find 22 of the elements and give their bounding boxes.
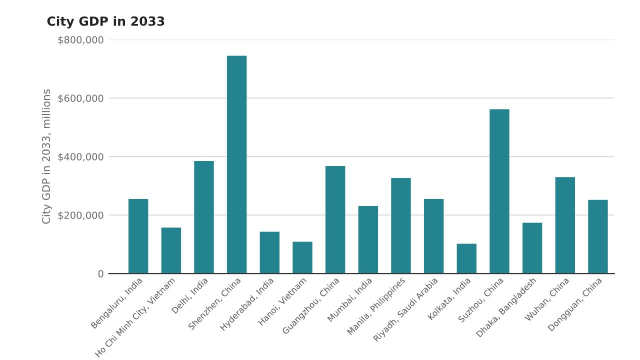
bar xyxy=(226,56,247,274)
y-tick-label: $200,000 xyxy=(58,211,104,220)
bar xyxy=(456,244,477,274)
bar xyxy=(490,109,510,274)
bar xyxy=(161,228,182,274)
y-tick-label: $600,000 xyxy=(58,94,104,104)
chart-title: City GDP in 2033 xyxy=(47,16,164,28)
y-tick-label: 0 xyxy=(98,270,104,278)
bar xyxy=(588,200,608,274)
bar xyxy=(128,199,148,274)
bar xyxy=(522,222,542,274)
bar xyxy=(292,242,312,274)
y-tick-label: $800,000 xyxy=(58,36,104,45)
bar xyxy=(325,166,346,274)
bar xyxy=(358,206,378,274)
bar xyxy=(555,177,576,274)
bar xyxy=(424,199,444,274)
y-axis-title: City GDP in 2033, millions xyxy=(42,89,52,224)
y-tick-label: $400,000 xyxy=(58,152,104,162)
bar xyxy=(391,178,411,274)
bar xyxy=(260,232,280,274)
bar xyxy=(194,160,214,274)
